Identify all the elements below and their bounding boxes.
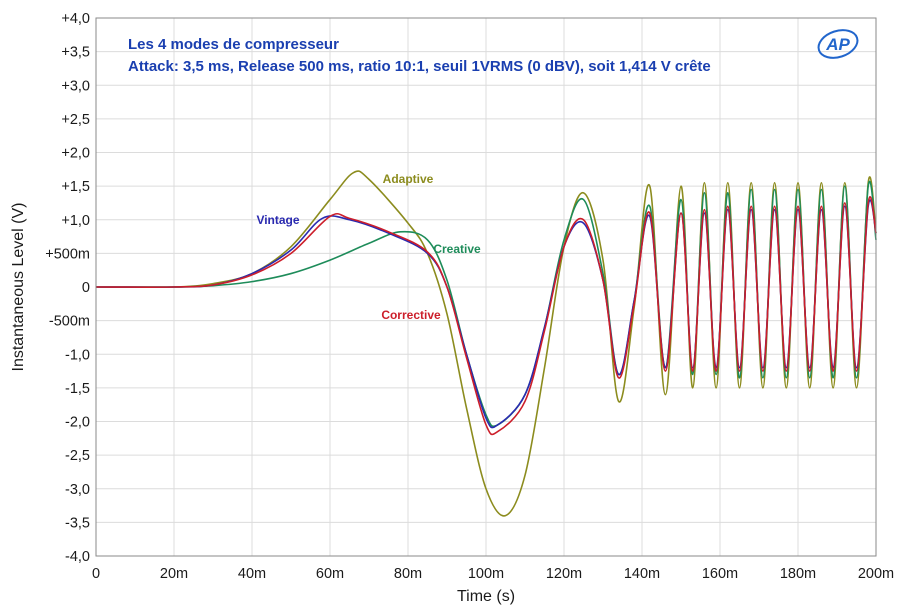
x-tick-label: 140m bbox=[624, 566, 660, 582]
x-tick-label: 100m bbox=[468, 566, 504, 582]
y-tick-label: +3,0 bbox=[61, 78, 90, 94]
logo-text: AP bbox=[825, 35, 850, 54]
y-tick-label: +2,0 bbox=[61, 146, 90, 162]
series-label-corrective: Corrective bbox=[381, 308, 441, 322]
y-tick-label: +2,5 bbox=[61, 112, 90, 128]
x-tick-label: 60m bbox=[316, 566, 344, 582]
y-axis-tick-labels: +4,0 +3,5 +3,0 +2,5 +2,0 +1,5 +1,0 +500m 0 -500m -… bbox=[45, 11, 90, 565]
series-lines bbox=[95, 170, 877, 517]
x-tick-label: 200m bbox=[858, 566, 894, 582]
ap-logo: AP bbox=[817, 29, 859, 59]
y-tick-label: +1,5 bbox=[61, 179, 90, 195]
series-label-creative: Creative bbox=[433, 242, 481, 256]
y-tick-label: -2,0 bbox=[65, 415, 90, 431]
y-tick-label: +500m bbox=[45, 246, 90, 262]
gridlines bbox=[95, 17, 877, 557]
series-labels: Adaptive Creative Vintage Corrective bbox=[256, 172, 481, 322]
x-tick-label: 120m bbox=[546, 566, 582, 582]
y-tick-label: -3,5 bbox=[65, 515, 90, 531]
y-axis-title: Instantaneous Level (V) bbox=[10, 203, 27, 372]
series-label-vintage: Vintage bbox=[256, 213, 299, 227]
plot-frame bbox=[95, 17, 877, 557]
series-line-corrective bbox=[95, 196, 877, 436]
y-tick-label: +4,0 bbox=[61, 11, 90, 27]
y-tick-label: -2,5 bbox=[65, 448, 90, 464]
x-axis-tick-labels: 0 20m 40m 60m 80m 100m 120m 140m 160m 180m 200m bbox=[92, 566, 894, 582]
series-label-adaptive: Adaptive bbox=[383, 172, 434, 186]
x-tick-label: 20m bbox=[160, 566, 188, 582]
x-tick-label: 180m bbox=[780, 566, 816, 582]
y-tick-label: -4,0 bbox=[65, 549, 90, 565]
x-tick-label: 0 bbox=[92, 566, 100, 582]
x-tick-label: 40m bbox=[238, 566, 266, 582]
y-tick-label: -1,5 bbox=[65, 381, 90, 397]
chart-subtitle: Attack: 3,5 ms, Release 500 ms, ratio 10… bbox=[128, 58, 711, 75]
x-tick-label: 160m bbox=[702, 566, 738, 582]
chart-title: Les 4 modes de compresseur bbox=[128, 36, 339, 53]
x-tick-label: 80m bbox=[394, 566, 422, 582]
y-tick-label: -1,0 bbox=[65, 347, 90, 363]
x-axis-title: Time (s) bbox=[457, 588, 515, 605]
logo-ring bbox=[817, 29, 859, 59]
y-tick-label: -500m bbox=[49, 314, 90, 330]
y-tick-label: 0 bbox=[82, 280, 90, 296]
y-tick-label: +1,0 bbox=[61, 213, 90, 229]
y-tick-label: -3,0 bbox=[65, 482, 90, 498]
y-tick-label: +3,5 bbox=[61, 45, 90, 61]
